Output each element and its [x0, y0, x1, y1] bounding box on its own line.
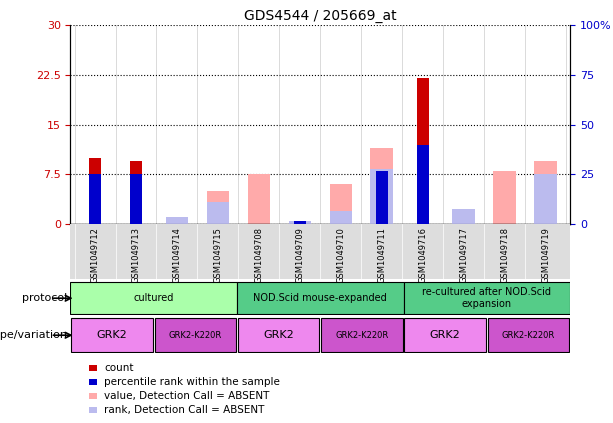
Text: GSM1049710: GSM1049710: [337, 227, 345, 283]
Text: protocol: protocol: [22, 293, 67, 303]
Text: GSM1049711: GSM1049711: [377, 227, 386, 283]
Text: GSM1049713: GSM1049713: [132, 227, 140, 283]
Bar: [89, 175, 101, 224]
Bar: [535, 175, 557, 224]
Text: GRK2: GRK2: [97, 330, 128, 340]
Text: count: count: [104, 363, 134, 373]
Bar: [452, 214, 475, 224]
Text: GSM1049719: GSM1049719: [541, 227, 550, 283]
Text: GSM1049717: GSM1049717: [459, 227, 468, 283]
Bar: [207, 191, 229, 224]
Text: percentile rank within the sample: percentile rank within the sample: [104, 377, 280, 387]
Text: re-cultured after NOD.Scid
expansion: re-cultured after NOD.Scid expansion: [422, 287, 551, 309]
Text: GRK2-K220R: GRK2-K220R: [169, 331, 222, 340]
Text: GSM1049716: GSM1049716: [418, 227, 427, 283]
Text: GSM1049714: GSM1049714: [172, 227, 181, 283]
Text: GSM1049708: GSM1049708: [254, 227, 264, 283]
Bar: [321, 318, 403, 352]
Bar: [452, 209, 475, 224]
Text: GRK2-K220R: GRK2-K220R: [335, 331, 389, 340]
Text: GSM1049712: GSM1049712: [91, 227, 99, 283]
Text: GRK2-K220R: GRK2-K220R: [502, 331, 555, 340]
Bar: [71, 318, 153, 352]
Title: GDS4544 / 205669_at: GDS4544 / 205669_at: [244, 9, 397, 23]
Text: GRK2: GRK2: [264, 330, 294, 340]
Bar: [370, 168, 393, 224]
Bar: [130, 161, 142, 224]
Text: GRK2: GRK2: [430, 330, 460, 340]
Bar: [403, 282, 570, 314]
Bar: [370, 148, 393, 224]
Text: GSM1049715: GSM1049715: [213, 227, 223, 283]
Bar: [207, 202, 229, 224]
Text: GSM1049718: GSM1049718: [500, 227, 509, 283]
Bar: [289, 221, 311, 224]
Bar: [493, 171, 516, 224]
Text: rank, Detection Call = ABSENT: rank, Detection Call = ABSENT: [104, 405, 265, 415]
Bar: [535, 161, 557, 224]
Bar: [248, 175, 270, 224]
Bar: [416, 145, 429, 224]
Text: genotype/variation: genotype/variation: [0, 330, 67, 340]
Text: value, Detection Call = ABSENT: value, Detection Call = ABSENT: [104, 391, 270, 401]
Bar: [488, 318, 569, 352]
Bar: [330, 184, 352, 224]
Text: NOD.Scid mouse-expanded: NOD.Scid mouse-expanded: [253, 293, 387, 303]
Bar: [330, 211, 352, 224]
Bar: [166, 217, 188, 224]
Bar: [70, 282, 237, 314]
Bar: [89, 158, 101, 224]
Text: GSM1049709: GSM1049709: [295, 227, 304, 283]
Bar: [238, 318, 319, 352]
Bar: [416, 78, 429, 224]
Bar: [405, 318, 486, 352]
Bar: [154, 318, 236, 352]
Bar: [376, 170, 388, 224]
Bar: [237, 282, 403, 314]
Bar: [130, 175, 142, 224]
Text: cultured: cultured: [134, 293, 174, 303]
Bar: [294, 221, 306, 224]
